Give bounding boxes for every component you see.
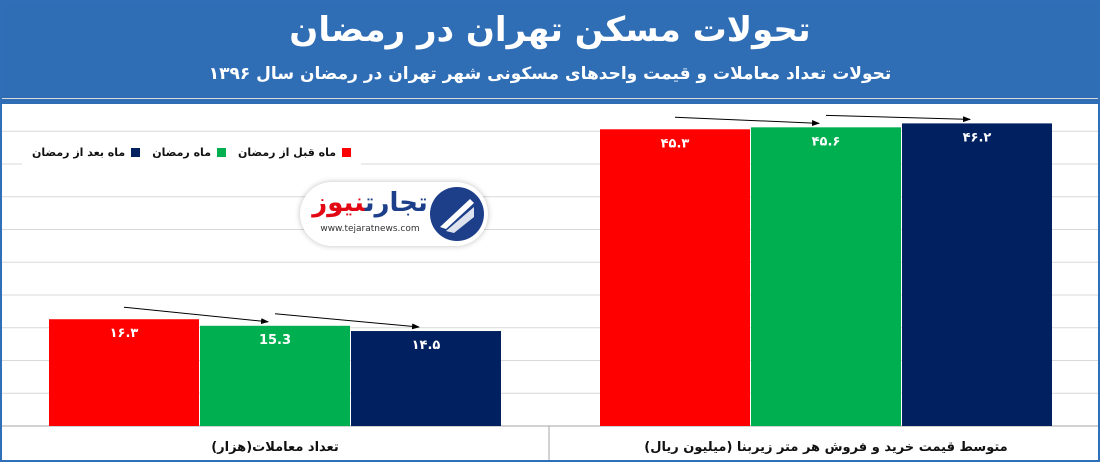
legend: ماه قبل از رمضان ماه رمضان ماه بعد از رم… <box>22 138 362 166</box>
category-label: تعداد معاملات(هزار) <box>211 440 339 455</box>
trend-arrow <box>274 313 420 330</box>
legend-label-after: ماه بعد از رمضان <box>32 145 126 159</box>
logo-url: www.tejaratnews.com <box>320 224 420 234</box>
chart-subtitle: تحولات تعداد معاملات و قیمت واحدهای مسکو… <box>208 64 892 84</box>
trend-arrow <box>674 116 820 127</box>
legend-item-during: ماه رمضان <box>152 146 226 159</box>
legend-label-during: ماه رمضان <box>152 145 211 159</box>
bar <box>751 127 901 426</box>
data-label: ۱۴.۵ <box>412 338 441 353</box>
logo-name-part2: نیوز <box>312 188 365 218</box>
logo-emblem-icon <box>430 187 484 241</box>
bar <box>351 331 501 426</box>
logo-name-part1: تجارت <box>364 188 428 218</box>
bar <box>902 123 1052 426</box>
bar <box>600 129 750 426</box>
trend-arrow <box>825 114 971 123</box>
chart-header: تحولات مسکن تهران در رمضان تحولات تعداد … <box>0 0 1100 104</box>
data-label: 15.3 <box>259 333 291 348</box>
legend-item-before: ماه قبل از رمضان <box>238 145 352 159</box>
bar <box>49 319 199 426</box>
chart-title: تحولات مسکن تهران در رمضان <box>289 10 811 50</box>
bar <box>200 325 350 426</box>
legend-swatch-during <box>217 147 226 157</box>
bars <box>49 123 1052 426</box>
trend-arrows <box>123 114 971 330</box>
legend-item-after: ماه بعد از رمضان <box>32 145 141 159</box>
data-label: ۴۵.۳ <box>661 136 690 151</box>
data-label: ۱۶.۳ <box>110 326 139 341</box>
tejaratnews-logo: تجارتنیوز www.tejaratnews.com <box>300 182 488 246</box>
legend-swatch-after <box>131 147 141 157</box>
legend-label-before: ماه قبل از رمضان <box>238 145 337 159</box>
trend-arrow <box>123 306 269 325</box>
category-label: متوسط قیمت خرید و فروش هر متر زیربنا (می… <box>644 440 1007 455</box>
logo-wordmark: تجارتنیوز <box>308 188 432 218</box>
data-label: ۴۵.۶ <box>812 134 841 149</box>
category-labels: تعداد معاملات(هزار) متوسط قیمت خرید و فرو… <box>211 440 1008 455</box>
legend-swatch-before <box>342 147 352 157</box>
data-label: ۴۶.۲ <box>963 130 992 145</box>
data-labels: ۱۶.۳ 15.3 ۱۴.۵ ۴۵.۳ ۴۵.۶ ۴۶.۲ <box>110 130 992 353</box>
